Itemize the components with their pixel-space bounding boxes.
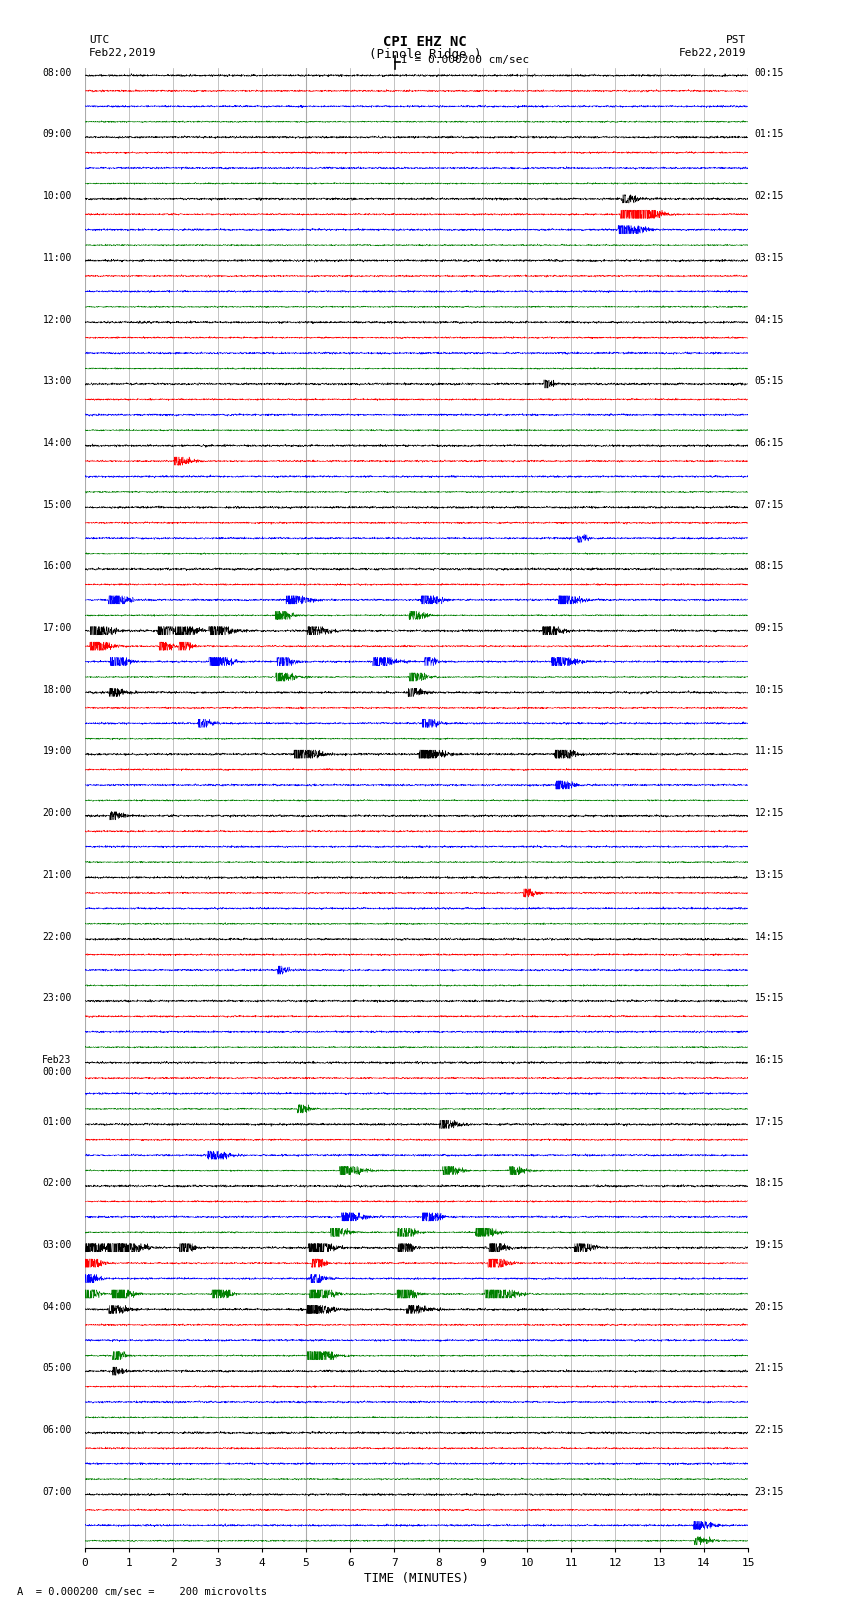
Text: 02:15: 02:15 xyxy=(755,192,784,202)
Text: 04:15: 04:15 xyxy=(755,315,784,324)
Text: 03:00: 03:00 xyxy=(42,1240,71,1250)
Text: (Pinole Ridge ): (Pinole Ridge ) xyxy=(369,48,481,61)
Text: 11:00: 11:00 xyxy=(42,253,71,263)
Text: Feb22,2019: Feb22,2019 xyxy=(679,48,746,58)
Text: 14:15: 14:15 xyxy=(755,931,784,942)
Text: Feb23
00:00: Feb23 00:00 xyxy=(42,1055,71,1076)
Text: 07:00: 07:00 xyxy=(42,1487,71,1497)
Text: CPI EHZ NC: CPI EHZ NC xyxy=(383,35,467,50)
Text: 20:00: 20:00 xyxy=(42,808,71,818)
Text: 23:00: 23:00 xyxy=(42,994,71,1003)
Text: 16:15: 16:15 xyxy=(755,1055,784,1065)
Text: 19:00: 19:00 xyxy=(42,747,71,756)
Text: 11:15: 11:15 xyxy=(755,747,784,756)
Text: 02:00: 02:00 xyxy=(42,1177,71,1189)
Text: 12:15: 12:15 xyxy=(755,808,784,818)
Text: 13:00: 13:00 xyxy=(42,376,71,386)
Text: I = 0.000200 cm/sec: I = 0.000200 cm/sec xyxy=(401,55,530,66)
Text: PST: PST xyxy=(726,35,746,45)
Text: 19:15: 19:15 xyxy=(755,1240,784,1250)
Text: 06:15: 06:15 xyxy=(755,439,784,448)
Text: 22:15: 22:15 xyxy=(755,1426,784,1436)
X-axis label: TIME (MINUTES): TIME (MINUTES) xyxy=(364,1571,469,1584)
Text: 05:15: 05:15 xyxy=(755,376,784,386)
Text: 05:00: 05:00 xyxy=(42,1363,71,1373)
Text: 01:15: 01:15 xyxy=(755,129,784,139)
Text: UTC: UTC xyxy=(89,35,110,45)
Text: 17:00: 17:00 xyxy=(42,623,71,632)
Text: 03:15: 03:15 xyxy=(755,253,784,263)
Text: 10:00: 10:00 xyxy=(42,192,71,202)
Text: 18:15: 18:15 xyxy=(755,1177,784,1189)
Text: 18:00: 18:00 xyxy=(42,684,71,695)
Text: 21:00: 21:00 xyxy=(42,869,71,879)
Text: 17:15: 17:15 xyxy=(755,1116,784,1126)
Text: 21:15: 21:15 xyxy=(755,1363,784,1373)
Text: 13:15: 13:15 xyxy=(755,869,784,879)
Text: 01:00: 01:00 xyxy=(42,1116,71,1126)
Text: A  = 0.000200 cm/sec =    200 microvolts: A = 0.000200 cm/sec = 200 microvolts xyxy=(17,1587,267,1597)
Text: 15:00: 15:00 xyxy=(42,500,71,510)
Text: 20:15: 20:15 xyxy=(755,1302,784,1311)
Text: 04:00: 04:00 xyxy=(42,1302,71,1311)
Text: 10:15: 10:15 xyxy=(755,684,784,695)
Text: 23:15: 23:15 xyxy=(755,1487,784,1497)
Text: Feb22,2019: Feb22,2019 xyxy=(89,48,156,58)
Text: 07:15: 07:15 xyxy=(755,500,784,510)
Text: 22:00: 22:00 xyxy=(42,931,71,942)
Text: 09:00: 09:00 xyxy=(42,129,71,139)
Text: 08:00: 08:00 xyxy=(42,68,71,77)
Text: 08:15: 08:15 xyxy=(755,561,784,571)
Text: 06:00: 06:00 xyxy=(42,1426,71,1436)
Text: 00:15: 00:15 xyxy=(755,68,784,77)
Text: 15:15: 15:15 xyxy=(755,994,784,1003)
Text: 14:00: 14:00 xyxy=(42,439,71,448)
Text: 09:15: 09:15 xyxy=(755,623,784,632)
Text: 12:00: 12:00 xyxy=(42,315,71,324)
Text: 16:00: 16:00 xyxy=(42,561,71,571)
